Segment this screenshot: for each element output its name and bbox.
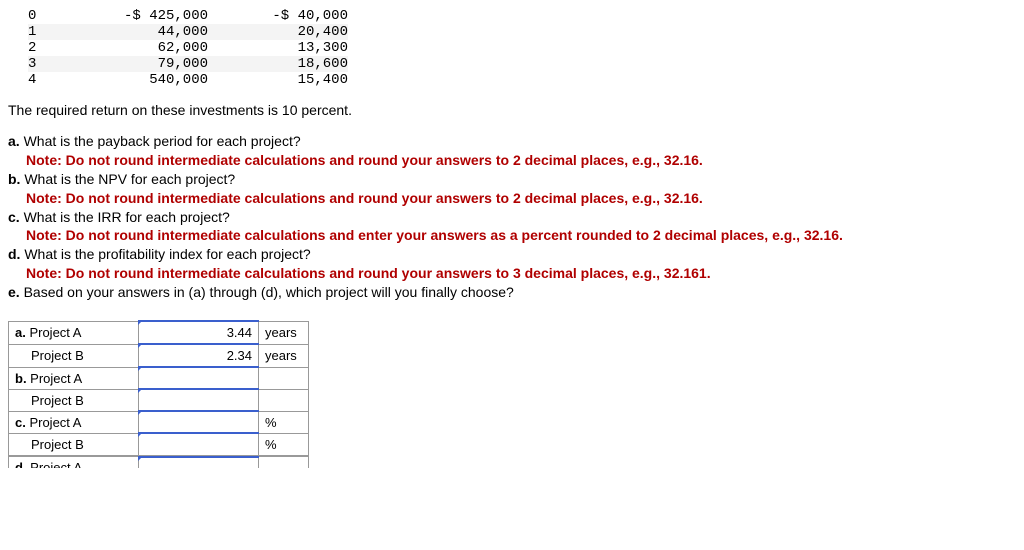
answer-input[interactable] <box>139 411 259 433</box>
question-d-note: Note: Do not round intermediate calculat… <box>8 264 1016 283</box>
cashflow-year: 3 <box>28 56 68 72</box>
answer-table: a. Project A3.44yearsProject B2.34yearsb… <box>8 320 309 456</box>
cashflow-project-b: 18,600 <box>208 56 348 72</box>
question-e: e. Based on your answers in (a) through … <box>8 283 1016 302</box>
cashflow-project-b: 13,300 <box>208 40 348 56</box>
cashflow-year: 2 <box>28 40 68 56</box>
answer-row-label: c. Project A <box>9 411 139 433</box>
answer-input[interactable] <box>139 433 259 455</box>
cashflow-project-b: 15,400 <box>208 72 348 88</box>
answer-unit <box>259 367 309 389</box>
cashflow-year: 4 <box>28 72 68 88</box>
cashflow-year: 1 <box>28 24 68 40</box>
question-b-note: Note: Do not round intermediate calculat… <box>8 189 1016 208</box>
cashflow-row: 0-$ 425,000-$ 40,000 <box>28 8 348 24</box>
answer-input[interactable] <box>139 457 259 468</box>
cashflow-project-b: -$ 40,000 <box>208 8 348 24</box>
cashflow-project-a: 44,000 <box>68 24 208 40</box>
cashflow-project-b: 20,400 <box>208 24 348 40</box>
question-c-note: Note: Do not round intermediate calculat… <box>8 226 1016 245</box>
question-c-label: c. <box>8 209 20 225</box>
answer-row-label: b. Project A <box>9 367 139 389</box>
question-d: d. What is the profitability index for e… <box>8 245 1016 264</box>
cashflow-project-a: 62,000 <box>68 40 208 56</box>
question-b-label: b. <box>8 171 20 187</box>
question-c: c. What is the IRR for each project? <box>8 208 1016 227</box>
answer-input[interactable]: 2.34 <box>139 344 259 367</box>
answer-row: a. Project A3.44years <box>9 321 309 344</box>
cashflow-year: 0 <box>28 8 68 24</box>
question-e-label: e. <box>8 284 20 300</box>
answer-row-label: Project B <box>9 344 139 367</box>
answer-unit <box>259 457 309 468</box>
question-d-text: What is the profitability index for each… <box>20 246 310 262</box>
answer-row: Project B% <box>9 433 309 455</box>
question-a-note: Note: Do not round intermediate calculat… <box>8 151 1016 170</box>
question-a-label: a. <box>8 133 20 149</box>
question-list: a. What is the payback period for each p… <box>8 132 1016 302</box>
question-e-text: Based on your answers in (a) through (d)… <box>20 284 514 300</box>
answer-input[interactable] <box>139 367 259 389</box>
answer-unit: years <box>259 321 309 344</box>
answer-row: Project B2.34years <box>9 344 309 367</box>
answer-unit: years <box>259 344 309 367</box>
answer-row: b. Project A <box>9 367 309 389</box>
answer-row: c. Project A% <box>9 411 309 433</box>
cashflow-row: 262,00013,300 <box>28 40 348 56</box>
question-a-text: What is the payback period for each proj… <box>20 133 301 149</box>
answer-row-label: d. Project A <box>9 457 139 468</box>
cashflow-table-body: 0-$ 425,000-$ 40,000144,00020,400262,000… <box>28 8 348 88</box>
question-a: a. What is the payback period for each p… <box>8 132 1016 151</box>
cashflow-project-a: 540,000 <box>68 72 208 88</box>
answer-unit <box>259 389 309 411</box>
question-b: b. What is the NPV for each project? <box>8 170 1016 189</box>
answer-row-label: Project B <box>9 389 139 411</box>
answer-table-body: a. Project A3.44yearsProject B2.34yearsb… <box>9 321 309 455</box>
question-d-label: d. <box>8 246 20 262</box>
cashflow-table: 0-$ 425,000-$ 40,000144,00020,400262,000… <box>28 8 348 88</box>
cashflow-row: 4540,00015,400 <box>28 72 348 88</box>
answer-unit: % <box>259 411 309 433</box>
answer-row-label: Project B <box>9 433 139 455</box>
cashflow-project-a: -$ 425,000 <box>68 8 208 24</box>
question-b-text: What is the NPV for each project? <box>20 171 235 187</box>
answer-row-label: a. Project A <box>9 321 139 344</box>
answer-table-cutoff: d. Project A <box>8 456 1016 468</box>
required-return-text: The required return on these investments… <box>8 102 1016 118</box>
cashflow-row: 379,00018,600 <box>28 56 348 72</box>
answer-row: Project B <box>9 389 309 411</box>
answer-unit: % <box>259 433 309 455</box>
cashflow-project-a: 79,000 <box>68 56 208 72</box>
answer-input[interactable] <box>139 389 259 411</box>
answer-input[interactable]: 3.44 <box>139 321 259 344</box>
cashflow-row: 144,00020,400 <box>28 24 348 40</box>
question-c-text: What is the IRR for each project? <box>20 209 230 225</box>
